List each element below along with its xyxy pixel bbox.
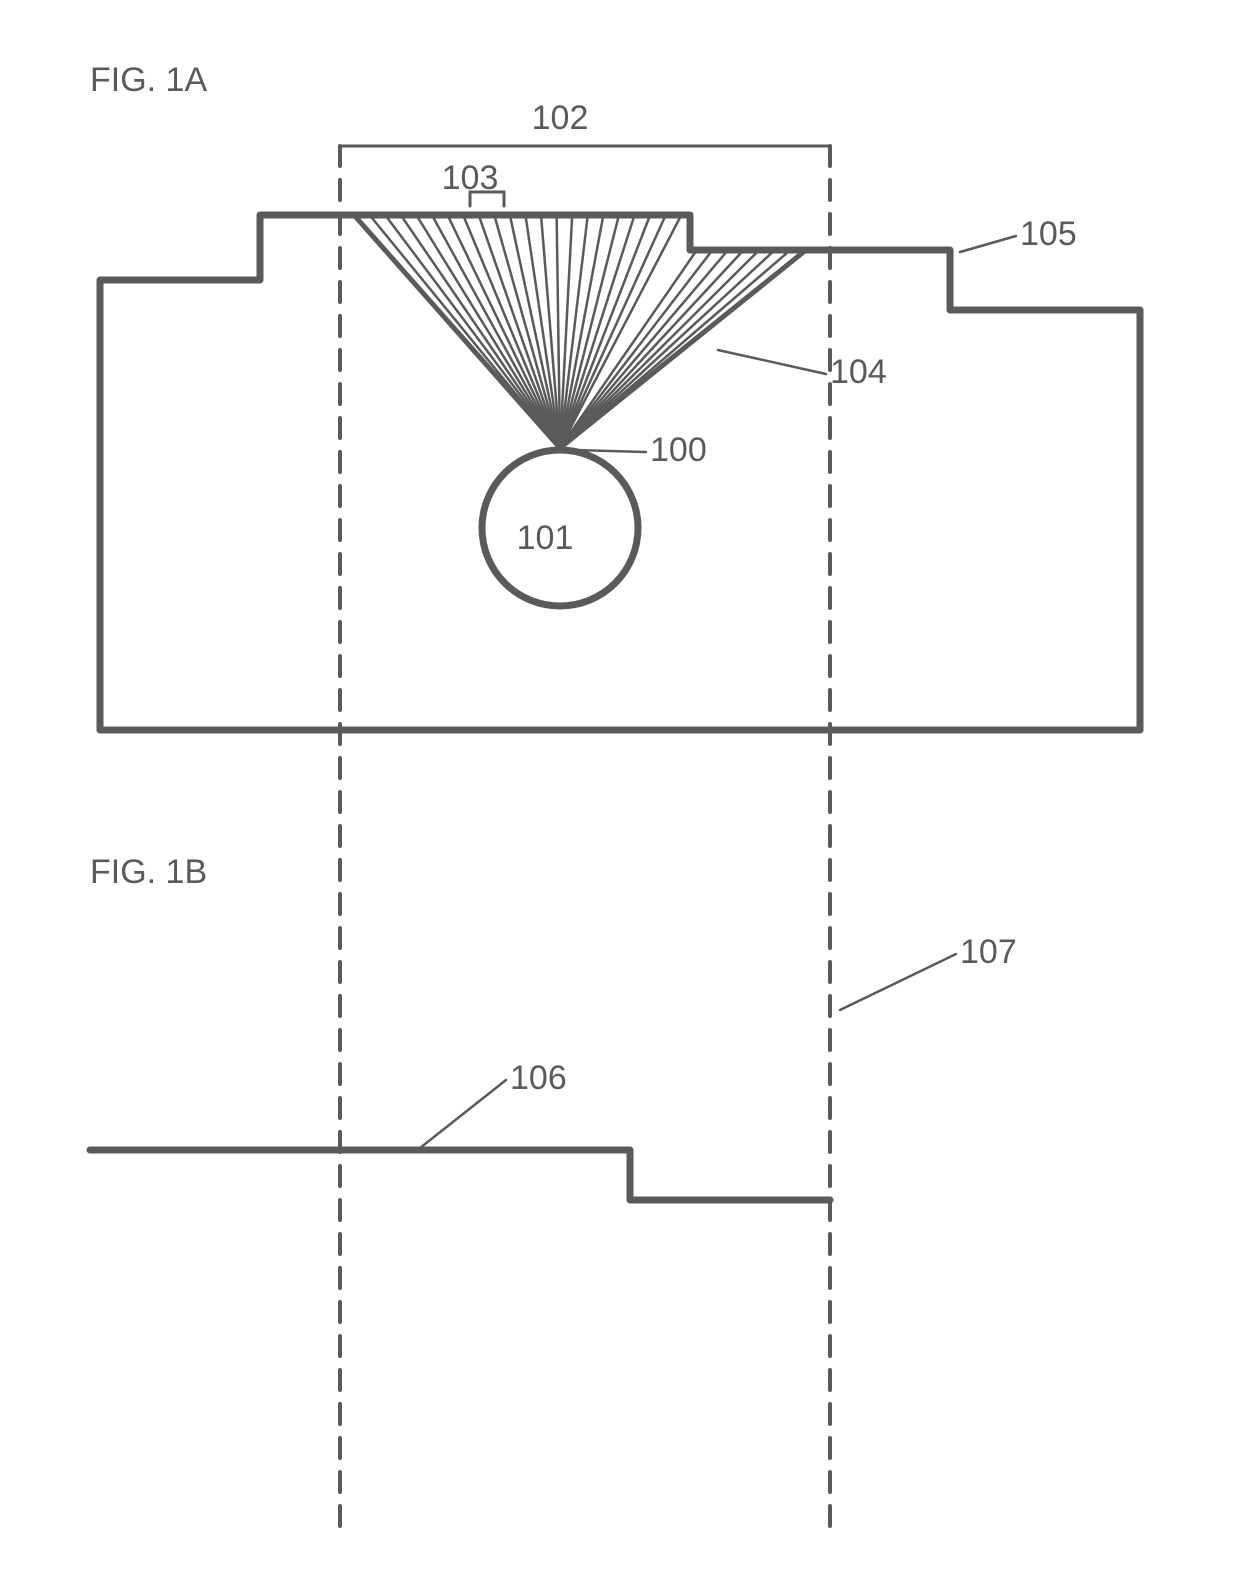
label-102: 102 <box>532 99 589 138</box>
label-105: 105 <box>1020 215 1077 254</box>
label-104: 104 <box>830 353 887 392</box>
fig-b-step-profile <box>90 1150 830 1200</box>
label-101: 101 <box>517 519 574 558</box>
fig-b-title: FIG. 1B <box>90 853 207 892</box>
label-100: 100 <box>650 431 707 470</box>
label-103: 103 <box>442 159 499 198</box>
fig-a-title: FIG. 1A <box>90 61 207 100</box>
label-107: 107 <box>960 933 1017 972</box>
label-106: 106 <box>510 1059 567 1098</box>
